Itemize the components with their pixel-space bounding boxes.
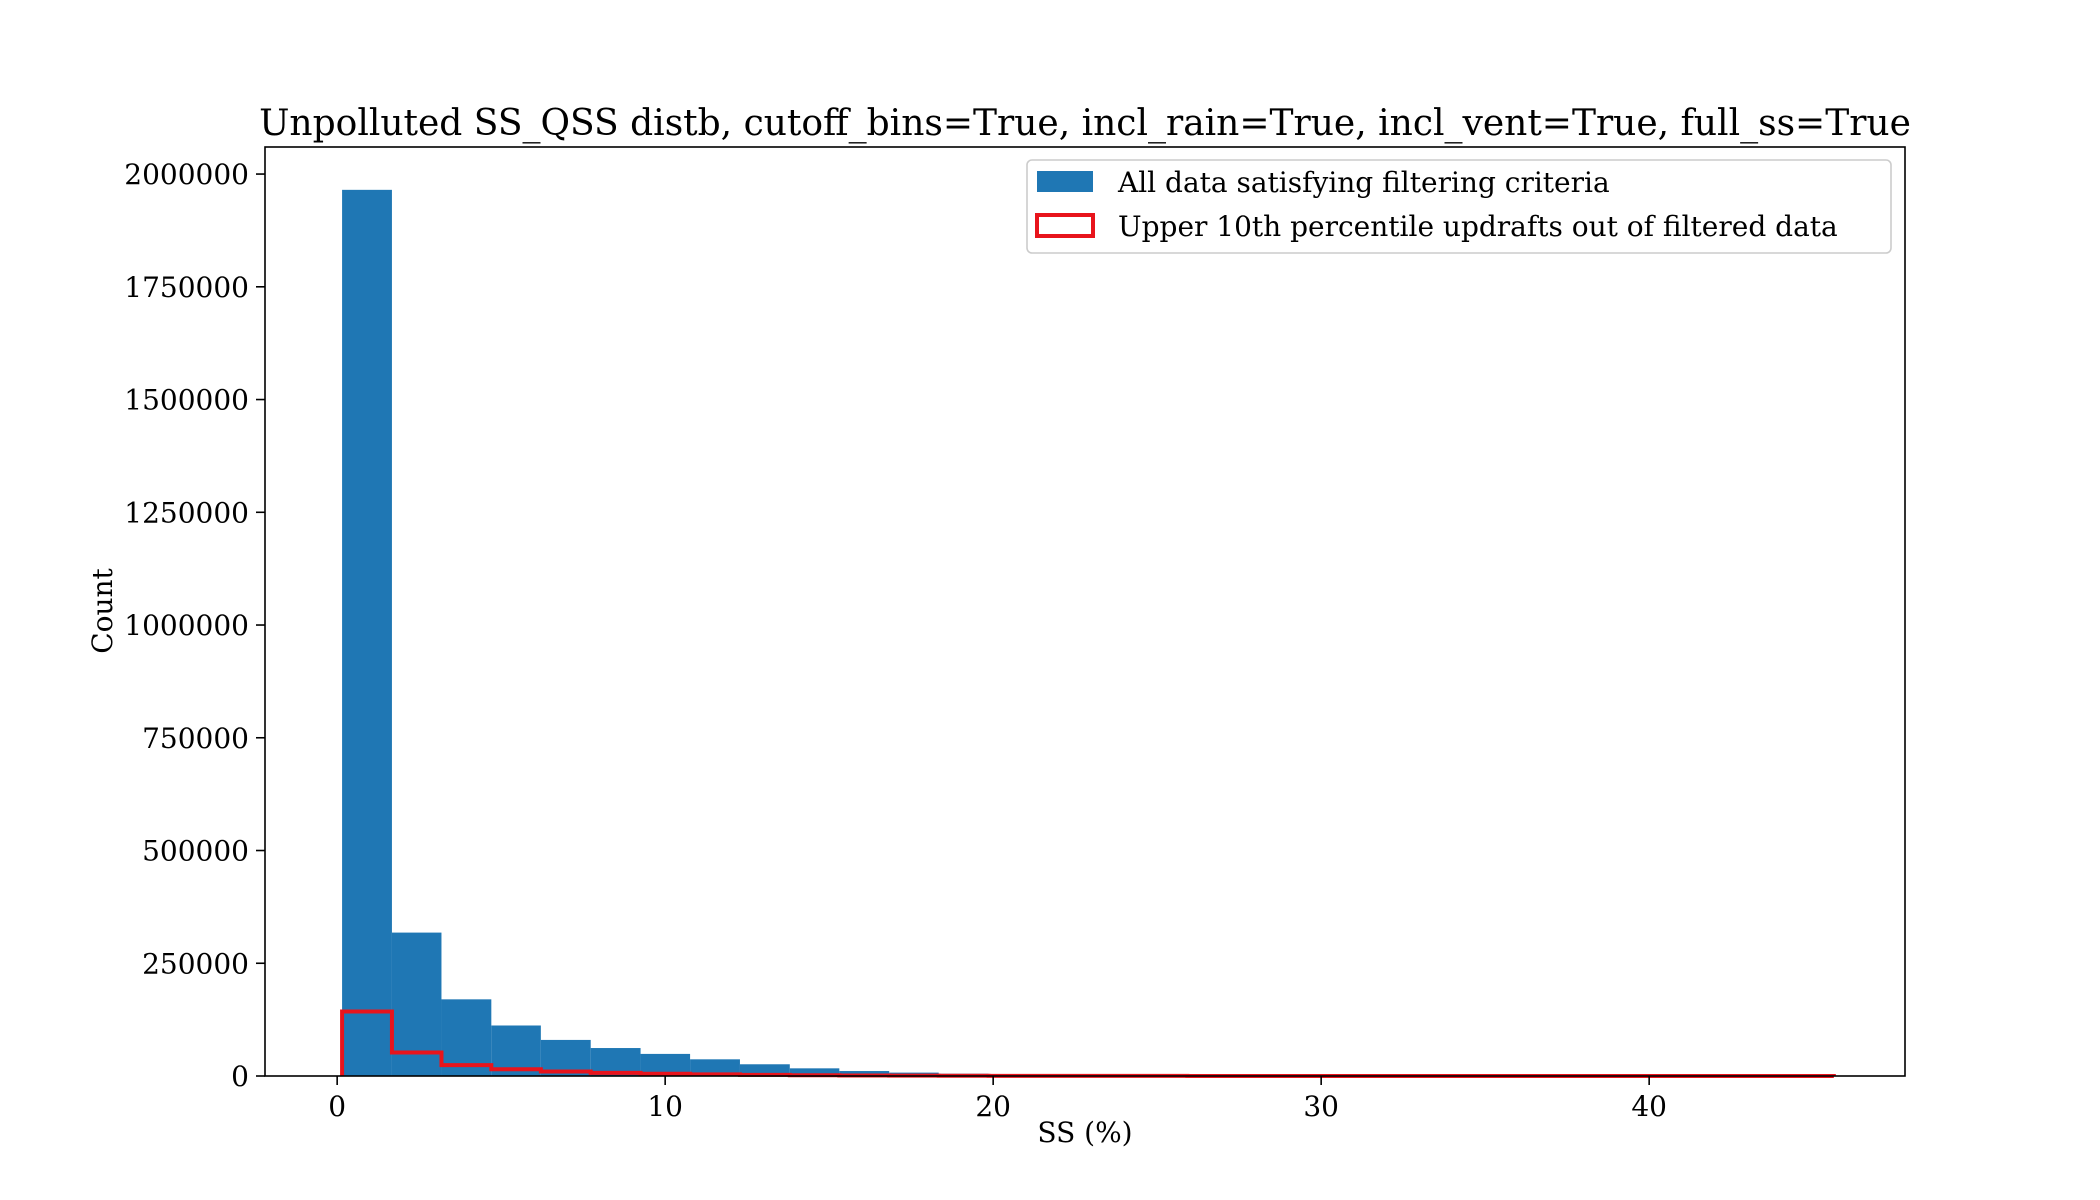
y-tick-label: 0: [231, 1060, 249, 1093]
x-tick-label: 20: [975, 1090, 1011, 1123]
y-tick-label: 2000000: [124, 158, 249, 191]
y-tick-label: 1000000: [124, 609, 249, 642]
histogram-bar: [640, 1053, 691, 1076]
y-tick-label: 1250000: [124, 496, 249, 529]
x-tick-label: 0: [328, 1090, 346, 1123]
plot-frame: [264, 146, 1906, 1077]
legend-swatch-all-data: [1037, 171, 1093, 192]
x-axis-label: SS (%): [1037, 1116, 1132, 1149]
histogram-bar: [789, 1068, 840, 1076]
y-tick-label: 750000: [142, 722, 249, 755]
y-tick-label: 1750000: [124, 271, 249, 304]
chart-title: Unpolluted SS_QSS distb, cutoff_bins=Tru…: [259, 103, 1911, 144]
x-axis: 0 10 20 30 40: [328, 1076, 1667, 1123]
all-data-bars: [342, 189, 1834, 1077]
legend-swatch-upper-10th-percentile: [1035, 213, 1095, 238]
y-tick-label: 250000: [142, 947, 249, 980]
histogram-bar: [342, 189, 392, 1077]
legend-label-upper-10th-percentile: Upper 10th percentile updrafts out of fi…: [1118, 210, 1838, 243]
y-tick-label: 500000: [142, 835, 249, 868]
x-tick-label: 40: [1631, 1090, 1667, 1123]
legend: All data satisfying filtering criteria U…: [1026, 159, 1892, 254]
histogram-bar: [690, 1059, 740, 1076]
legend-label-all-data: All data satisfying filtering criteria: [1117, 166, 1610, 199]
x-tick-label: 30: [1303, 1090, 1339, 1123]
y-axis-label: Count: [86, 567, 119, 653]
y-tick-label: 1500000: [124, 384, 249, 417]
histogram-bar: [739, 1064, 790, 1076]
legend-box: [1026, 159, 1892, 254]
y-axis: 0 250000 500000 750000 1000000 1250000 1500000…: [124, 158, 265, 1093]
x-tick-label: 10: [647, 1090, 683, 1123]
